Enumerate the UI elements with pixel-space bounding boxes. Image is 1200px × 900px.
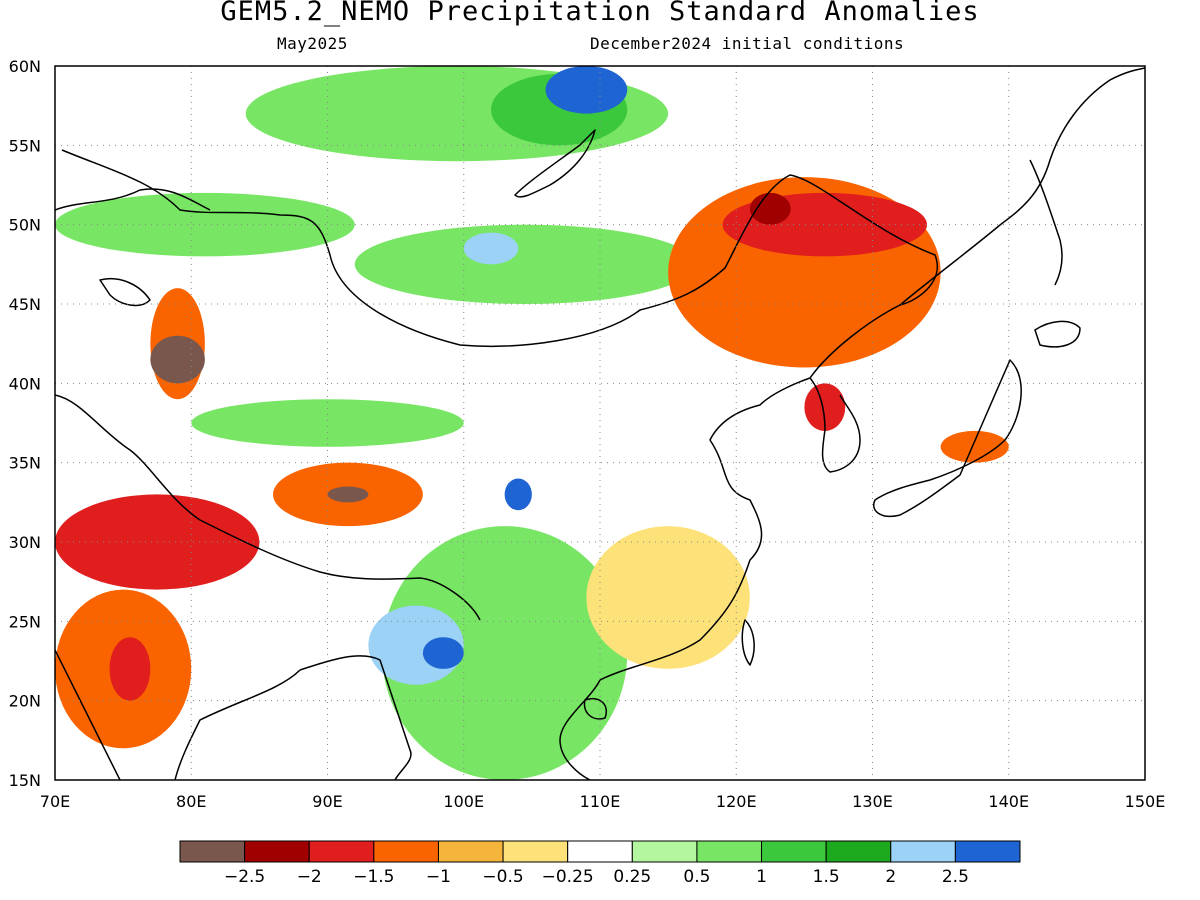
lat-tick-label: 40N (9, 374, 41, 393)
colorbar-label: 2 (885, 867, 896, 887)
colorbar-swatch (954, 840, 1021, 863)
lat-tick-label: 35N (9, 454, 41, 473)
coast-russia-far-east (899, 67, 1145, 306)
colorbar-swatch (308, 840, 375, 863)
plot-area (54, 65, 1146, 781)
colorbar-swatch (890, 840, 956, 863)
colorbar-swatch (631, 840, 698, 863)
lat-tick-label: 25N (9, 612, 41, 631)
anomaly-region-kazakh-wet (55, 192, 355, 257)
colorbar-label: 1.5 (813, 867, 840, 887)
colorbar-swatch (373, 840, 439, 863)
colorbar-label: 2.5 (942, 867, 969, 887)
lon-tick-label: 150E (1125, 792, 1166, 811)
anomaly-region-mongolia-wet (354, 224, 696, 304)
colorbar-label: 0.25 (613, 867, 651, 887)
coast-japan-hokkaido (1034, 320, 1081, 348)
coast-korea (809, 377, 861, 473)
coast-india-west (55, 649, 121, 780)
forecast-month: May2025 (277, 34, 348, 53)
coast-sakhalin (1029, 159, 1063, 286)
lake-baikal (514, 129, 596, 198)
border-tibet-himalaya (55, 394, 481, 621)
colorbar-swatch (437, 840, 504, 863)
longitude-labels: 70E 80E 90E 100E 110E 120E 130E 140E 150E (40, 792, 1166, 811)
coast-hainan (583, 698, 607, 720)
lat-tick-label: 20N (9, 692, 41, 711)
lat-tick-label: 50N (9, 216, 41, 235)
coast-china-east (599, 377, 811, 681)
colorbar-swatch (696, 840, 763, 863)
coast-japan-honshu (873, 359, 1022, 517)
lon-tick-label: 100E (443, 792, 484, 811)
lat-tick-label: 45N (9, 295, 41, 314)
anomaly-region-far-north-blue (545, 66, 628, 114)
gridlines (55, 66, 1145, 780)
colorbar-swatch (825, 840, 892, 863)
lon-tick-label: 70E (40, 792, 70, 811)
anomaly-region-mongolia-blue (463, 232, 519, 265)
colorbar-swatch (502, 840, 569, 863)
coast-india-east (174, 669, 301, 780)
colorbar-label: 1 (756, 867, 767, 887)
border-kazakh-russia (55, 188, 211, 211)
lon-tick-label: 140E (988, 792, 1029, 811)
anomaly-region-tarim-wet (191, 399, 464, 447)
colorbar-label: −0.25 (542, 867, 594, 887)
colorbar-label: −2 (297, 867, 322, 887)
colorbar-label: −0.5 (482, 867, 523, 887)
coast-indochina (559, 679, 601, 780)
lat-tick-label: 15N (9, 771, 41, 790)
map-title: GEM5.2_NEMO Precipitation Standard Anoma… (220, 0, 980, 27)
initial-conditions: December2024 initial conditions (590, 34, 905, 53)
plot-frame (54, 65, 1146, 781)
colorbar-label: −2.5 (224, 867, 265, 887)
anomaly-region-indochina-wet (382, 526, 628, 780)
anomaly-region-india-core-dry (109, 637, 151, 701)
colorbar-label: 0.5 (683, 867, 710, 887)
latitude-labels: 15N 20N 25N 30N 35N 40N 45N 50N 55N 60N (9, 57, 41, 790)
anomaly-region-south-china-dry (586, 526, 750, 669)
colorbar-swatch (761, 840, 827, 863)
coast-bengal (299, 655, 412, 780)
anomaly-region-japan-dry (940, 430, 1009, 463)
lon-tick-label: 90E (312, 792, 342, 811)
anomaly-region-korea-dry (804, 383, 846, 431)
anomaly-region-manchuria-darkest (749, 192, 791, 225)
colorbar-label: −1.5 (353, 867, 394, 887)
border-lake-balkhash (61, 149, 938, 379)
anomaly-region-myanmar-deep-blue (422, 637, 464, 669)
anomaly-region-xinjiang-darkest (150, 335, 205, 384)
lon-tick-label: 80E (176, 792, 206, 811)
coast-taiwan (741, 619, 755, 666)
anomaly-fields (55, 66, 1009, 780)
anomaly-region-sichuan-blue (504, 478, 532, 511)
caspian-aral (99, 278, 151, 307)
lat-tick-label: 60N (9, 57, 41, 76)
lon-tick-label: 130E (852, 792, 893, 811)
lat-tick-label: 30N (9, 533, 41, 552)
colorbar-swatch (179, 840, 246, 863)
anomaly-region-tibet-darkest (327, 486, 369, 503)
lat-tick-label: 55N (9, 136, 41, 155)
colorbar-label: −1 (426, 867, 451, 887)
lon-tick-label: 110E (580, 792, 621, 811)
colorbar (179, 840, 1021, 863)
lon-tick-label: 120E (716, 792, 757, 811)
colorbar-swatch (244, 840, 310, 863)
coastlines (55, 67, 1145, 780)
colorbar-labels: −2.5 −2 −1.5 −1 −0.5 −0.25 0.25 0.5 1 1.5 2 2.5 (224, 867, 969, 887)
colorbar-swatch (567, 840, 633, 863)
